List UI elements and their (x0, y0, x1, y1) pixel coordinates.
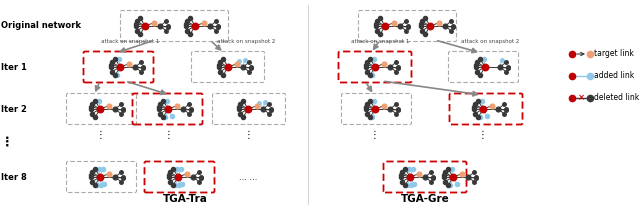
Text: ⋮: ⋮ (1, 135, 13, 149)
Text: ⋮: ⋮ (478, 130, 488, 140)
Text: attack on snapshot 1: attack on snapshot 1 (351, 39, 409, 44)
Text: ×: × (577, 93, 584, 102)
Text: Iter 2: Iter 2 (1, 104, 27, 113)
Text: Iter 1: Iter 1 (1, 62, 27, 71)
Text: Original network: Original network (1, 22, 81, 31)
Text: TGA-Gre: TGA-Gre (401, 194, 449, 204)
Text: attack on snapshot 2: attack on snapshot 2 (461, 39, 519, 44)
Text: Iter 8: Iter 8 (1, 172, 27, 181)
Text: ⋮: ⋮ (95, 130, 105, 140)
Text: target link: target link (594, 50, 634, 59)
Text: ⋮: ⋮ (243, 130, 253, 140)
Text: ⋮: ⋮ (370, 130, 380, 140)
Text: TGA-Tra: TGA-Tra (163, 194, 207, 204)
Text: ⋮: ⋮ (163, 130, 173, 140)
Text: ... ...: ... ... (239, 172, 257, 181)
Text: attack on snapshot 1: attack on snapshot 1 (101, 39, 159, 44)
Text: attack on snapshot 2: attack on snapshot 2 (217, 39, 275, 44)
Text: deleted link: deleted link (594, 93, 639, 102)
Text: added link: added link (594, 71, 634, 80)
